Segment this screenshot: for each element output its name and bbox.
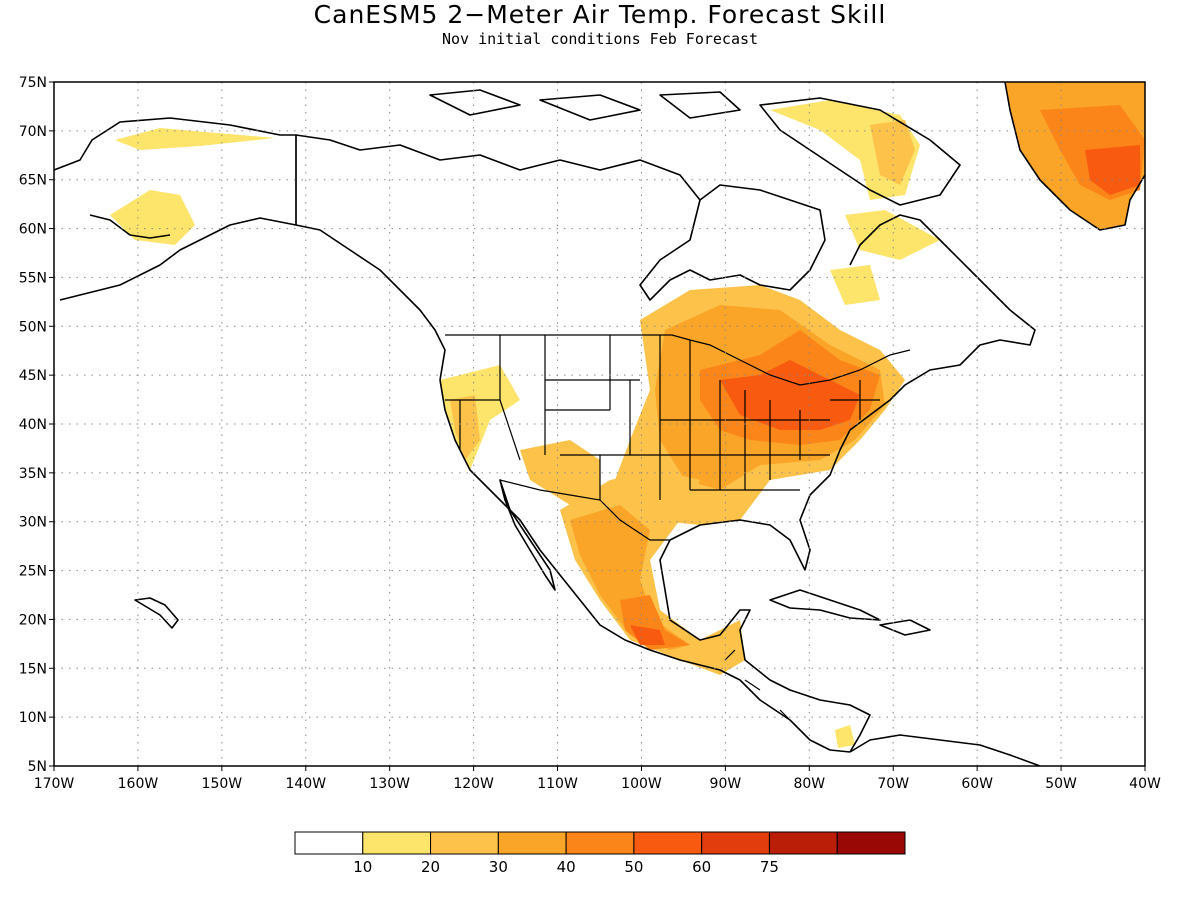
baja-california: [499, 479, 556, 591]
lon-tick-label: 110W: [537, 776, 578, 792]
coastlines: [54, 82, 1145, 766]
quebec-shading: [830, 265, 880, 305]
lat-tick-label: 35N: [19, 466, 47, 482]
lon-tick-label: 80W: [793, 776, 825, 792]
us-canada-border: [445, 334, 911, 386]
lat-tick-label: 30N: [19, 515, 47, 531]
hawaii: [134, 597, 179, 629]
caribbean-shading: [835, 725, 855, 748]
lat-tick-label: 65N: [19, 173, 47, 189]
canada-islands-1: [429, 89, 521, 116]
lat-tick-label: 40N: [19, 417, 47, 433]
lat-tick-label: 50N: [19, 319, 47, 335]
alaska-peninsula: [89, 214, 171, 239]
canada-islands-3: [659, 91, 741, 119]
colorbar-swatch: [362, 831, 432, 855]
lat-tick-label: 20N: [19, 612, 47, 628]
mexico-shading-mid: [570, 505, 690, 650]
colorbar-swatch: [430, 831, 499, 855]
latitude-labels: 75N 70N 65N 60N 55N 50N 45N 40N 35N 30N 25N 20N 15N 1…: [19, 75, 54, 775]
baffin-shading-mid: [870, 120, 915, 185]
canada-arctic-coast: [295, 134, 701, 201]
map-background: [54, 82, 1145, 766]
gulf-coast: [659, 234, 1036, 753]
lat-tick-label: 60N: [19, 222, 47, 238]
canada-islands-2: [539, 94, 641, 121]
greenland-outline: [1004, 82, 1145, 231]
lat-tick-label: 75N: [19, 75, 47, 91]
lon-tick-label: 90W: [710, 776, 742, 792]
greenland-shading-peak: [1085, 145, 1140, 195]
colorbar-swatch: [768, 831, 838, 855]
lon-tick-label: 40W: [1129, 776, 1161, 792]
political-borders: [295, 135, 911, 721]
western-us-shading-mid: [450, 395, 480, 460]
lon-tick-label: 70W: [877, 776, 909, 792]
southwest-shading: [520, 440, 600, 505]
lon-tick-label: 50W: [1045, 776, 1077, 792]
north-america-west-coast: [439, 379, 851, 753]
colorbar-swatch: [497, 831, 567, 855]
colorbar-label: 30: [489, 858, 508, 876]
lon-tick-label: 160W: [118, 776, 159, 792]
labrador-coast: [849, 214, 936, 266]
alaska-shading-north: [115, 128, 275, 150]
longitude-labels: 170W 160W 150W 140W 130W 120W 110W 100W 90W 80W 70…: [34, 766, 1161, 792]
lat-tick-label: 10N: [19, 710, 47, 726]
mexico-shading-peak: [630, 625, 665, 645]
lat-tick-label: 25N: [19, 564, 47, 580]
alaska-south-coast: [59, 217, 297, 301]
great-lakes-shading-high: [720, 360, 860, 430]
lon-tick-label: 170W: [34, 776, 75, 792]
alaska-shading-south: [110, 190, 195, 245]
lat-tick-label: 5N: [28, 759, 47, 775]
lat-tick-label: 15N: [19, 661, 47, 677]
labrador-shading: [845, 210, 940, 260]
colorbar-swatch: [701, 831, 770, 855]
lon-tick-label: 150W: [202, 776, 243, 792]
lat-tick-label: 45N: [19, 368, 47, 384]
colorbar-swatch: [836, 831, 906, 855]
lon-tick-label: 60W: [961, 776, 993, 792]
colorbar-swatch: [565, 831, 635, 855]
south-america-north: [849, 734, 1041, 766]
lat-tick-label: 55N: [19, 270, 47, 286]
lon-tick-label: 120W: [453, 776, 494, 792]
colorbar-label: 60: [692, 858, 711, 876]
colorbar-label: 50: [624, 858, 643, 876]
hudson-bay: [639, 184, 826, 301]
lon-tick-label: 100W: [621, 776, 662, 792]
colorbar-label: 75: [760, 858, 779, 876]
colorbar-label: 10: [353, 858, 372, 876]
lat-tick-label: 70N: [19, 124, 47, 140]
baffin-island: [759, 97, 961, 206]
map-title: CanESM5 2−Meter Air Temp. Forecast Skill: [313, 0, 887, 29]
colorbar-swatch: [294, 831, 364, 855]
central-america-borders: [724, 649, 791, 721]
colorbar-swatch: [633, 831, 703, 855]
colorbar: 10 20 30 40 50 60 75: [294, 831, 906, 876]
gridlines: [54, 82, 1145, 766]
hispaniola: [879, 619, 931, 636]
lon-tick-label: 130W: [369, 776, 410, 792]
colorbar-label: 20: [421, 858, 440, 876]
colorbar-label: 40: [557, 858, 576, 876]
us-state-lines: [445, 335, 880, 500]
lon-tick-label: 140W: [285, 776, 326, 792]
map-subtitle: Nov initial conditions Feb Forecast: [441, 30, 759, 48]
cuba: [769, 589, 881, 621]
